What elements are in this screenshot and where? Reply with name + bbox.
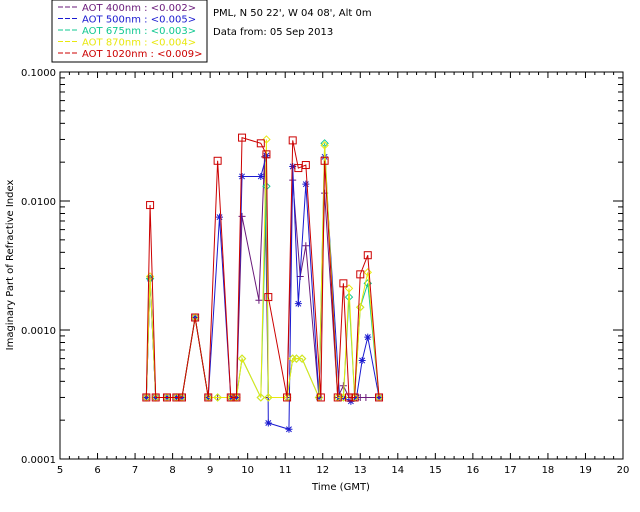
data-point [333,393,342,402]
x-axis-label: Time (GMT) [311,482,370,493]
x-tick-label: 17 [504,465,517,476]
series-line [145,143,380,398]
legend-entry: AOT 870nm : <0.004> [82,38,196,49]
x-tick-label: 16 [466,465,479,476]
data-point [344,292,354,302]
data-point [238,212,246,220]
data-point [151,393,160,402]
data-point [237,354,247,363]
chart-subtitle: Data from: 05 Sep 2013 [213,27,333,38]
x-tick-label: 6 [94,465,100,476]
x-tick-label: 7 [132,465,138,476]
data-point [142,393,151,402]
data-point [294,300,302,308]
data-point [363,268,372,277]
data-point [363,251,372,260]
data-point [288,136,297,145]
x-tick-label: 20 [617,465,630,476]
data-point [356,270,365,279]
data-point [262,150,271,159]
data-point [288,354,297,363]
x-tick-label: 5 [57,465,63,476]
data-point [262,135,271,144]
data-point [294,164,303,173]
series-line [145,136,380,398]
data-point [238,133,247,142]
data-point [162,393,171,402]
data-point [320,141,329,150]
series-4 [142,133,384,402]
data-point [364,333,372,341]
x-tick-label: 14 [391,465,404,476]
data-point [255,296,263,304]
y-tick-label: 0.1000 [21,68,56,79]
series-3 [142,135,384,402]
x-tick-label: 18 [542,465,555,476]
data-point [302,242,310,250]
data-point [264,293,273,302]
x-tick-label: 12 [316,465,329,476]
data-point [213,393,222,402]
data-point [339,279,348,288]
x-axis: 5 6 7 8 9 10 11 12 13 14 15 16 17 18 19 20 [57,72,630,476]
data-point [362,393,370,401]
data-point [191,313,200,322]
legend-entry: AOT 1020nm : <0.009> [82,49,202,60]
data-point [256,139,265,148]
data-point [204,393,213,402]
data-point [289,163,297,171]
chart-title: PML, N 50 22', W 04 08', Alt 0m [213,8,372,19]
data-point [226,393,235,402]
data-point [358,357,366,365]
x-tick-label: 13 [354,465,367,476]
data-point [285,425,293,433]
series-0 [142,153,383,401]
data-point [301,161,310,170]
data-point [292,354,301,363]
data-point [375,393,384,402]
data-point [264,393,273,402]
legend: AOT 400nm : <0.002>AOT 500nm : <0.005>AO… [51,0,208,63]
x-tick-label: 8 [169,465,175,476]
data-point [256,393,266,402]
data-point [232,393,241,402]
data-point [172,393,181,402]
x-tick-label: 19 [579,465,592,476]
data-point [353,393,361,401]
series-line [145,156,380,400]
data-point [320,156,329,165]
y-axis-label: Imaginary Part of Refractive Index [5,180,16,351]
data-point [177,393,186,402]
data-point [213,156,222,165]
y-axis: 0.0001 0.0010 0.0100 0.1000 [21,68,623,466]
y-tick-label: 0.0010 [21,326,56,337]
data-point [356,303,365,312]
x-tick-label: 15 [429,465,442,476]
data-point [146,201,155,210]
x-tick-label: 9 [207,465,213,476]
data-point [297,354,307,363]
data-point [350,393,359,402]
x-tick-label: 10 [241,465,254,476]
y-tick-label: 0.0100 [21,197,56,208]
data-point [316,393,325,402]
data-point [216,213,224,221]
x-tick-label: 11 [279,465,292,476]
data-point [257,172,265,180]
legend-entry: AOT 675nm : <0.003> [82,26,196,37]
legend-entry: AOT 500nm : <0.005> [82,15,196,26]
data-point [345,393,354,402]
data-point [283,393,292,402]
legend-box [51,0,208,63]
y-tick-label: 0.0001 [21,455,56,466]
data-point [302,180,310,188]
plot-area [142,133,384,433]
data-point [264,419,272,427]
data-point [238,172,246,180]
legend-items: AOT 400nm : <0.002>AOT 500nm : <0.005>AO… [58,3,202,60]
legend-entry: AOT 400nm : <0.002> [82,3,196,14]
